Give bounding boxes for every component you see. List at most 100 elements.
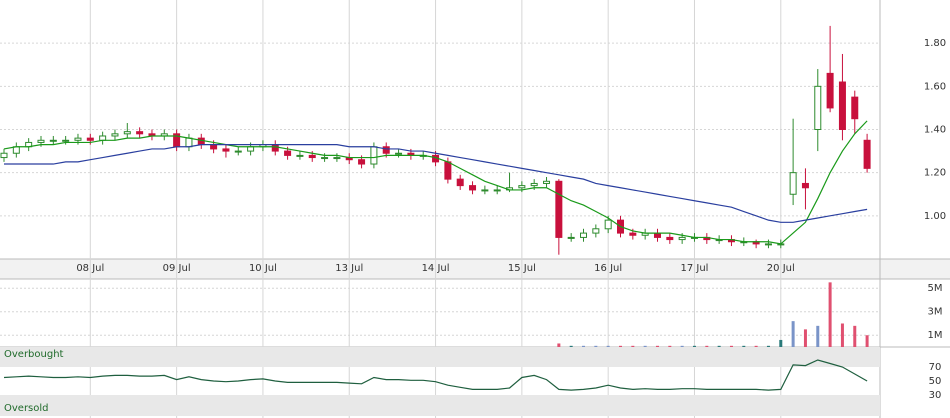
candle-body [851,96,859,120]
candle-body [395,152,403,155]
volume-bar [594,345,598,347]
candle-body [678,236,686,241]
candle-body [308,154,316,159]
moving-average [3,120,868,245]
candle-body [666,236,674,241]
candle-body [358,159,366,165]
volume-bar [569,345,573,347]
volume-bar [705,345,709,347]
candle-body [629,232,637,236]
x-tick-label: 13 Jul [335,263,363,274]
volume-bar [865,335,869,347]
rsi-line [3,359,868,391]
volume-bar [557,343,561,347]
candle-body [592,228,600,234]
volume-bar [643,345,647,347]
band-label: Overbought [4,349,64,360]
candle-body [333,157,341,160]
volume-bar [742,345,746,347]
y-tick-label: 1.80 [924,38,946,49]
x-tick-label: 16 Jul [594,263,622,274]
x-tick-label: 14 Jul [422,263,450,274]
candle-body [481,189,489,192]
candle-body [111,133,119,137]
candle-body [456,178,464,187]
candle-body [86,137,94,141]
candle-body [469,185,477,191]
candle-body [567,236,575,239]
candle-body [197,137,205,146]
volume-bar [791,321,795,347]
y-tick-label: 5M [928,283,943,294]
candle-body [321,157,329,160]
candle-body [37,139,45,143]
candle-body [543,180,551,184]
volume-bar [582,345,586,347]
candle-body [185,137,193,148]
candle-body [62,139,70,142]
candle-body [653,232,661,238]
volume-bar [606,345,610,347]
volume-bar [828,282,832,347]
rsi-band [0,395,880,416]
candle-body [123,131,131,135]
y-tick-label: 1M [928,330,943,341]
moving-average [4,144,868,223]
candle-body [604,219,612,230]
y-tick-label: 70 [929,362,942,373]
y-tick-label: 1.40 [924,125,946,136]
candle-body [222,148,230,152]
candle-body [444,161,452,180]
x-tick-label: 08 Jul [76,263,104,274]
candle-body [234,150,242,153]
x-tick-label: 09 Jul [163,263,191,274]
rsi-band [0,347,880,367]
candle-body [370,146,378,165]
candle-body [210,144,218,150]
candle-body [789,172,797,195]
x-tick-label: 17 Jul [680,263,708,274]
x-tick-label: 10 Jul [249,263,277,274]
candle-body [826,72,834,109]
candle-body [530,182,538,187]
volume-bar [729,345,733,347]
volume-bar [816,325,820,347]
y-tick-label: 3M [928,307,943,318]
volume-bar [840,323,844,347]
candle-body [801,182,809,189]
candle-body [0,152,8,159]
candle-body [555,180,563,238]
y-tick-label: 1.20 [924,168,946,179]
x-tick-label: 20 Jul [767,263,795,274]
volume-bar [655,345,659,347]
candle-body [518,185,526,189]
candle-body [49,139,57,142]
volume-bar [631,345,635,347]
band-label: Oversold [4,403,49,414]
volume-bar [692,345,696,347]
candle-body [271,144,279,152]
y-tick-label: 50 [929,376,942,387]
volume-bar [754,345,758,347]
volume-bar [766,345,770,347]
y-tick-label: 1.00 [924,211,946,222]
candle-body [863,139,871,169]
volume-bar [680,345,684,347]
date-strip [0,259,950,279]
x-tick-label: 15 Jul [508,263,536,274]
candle-body [136,131,144,135]
candle-body [99,135,107,141]
candle-body [382,146,390,154]
y-tick-label: 30 [929,390,942,401]
candle-body [764,243,772,246]
candle-body [838,81,846,131]
candle-body [814,85,822,131]
candle-body [580,232,588,238]
volume-bar [853,325,857,347]
candle-body [284,150,292,156]
volume-bar [668,345,672,347]
candle-body [74,137,82,141]
y-tick-label: 1.60 [924,81,946,92]
volume-bar [803,329,807,347]
